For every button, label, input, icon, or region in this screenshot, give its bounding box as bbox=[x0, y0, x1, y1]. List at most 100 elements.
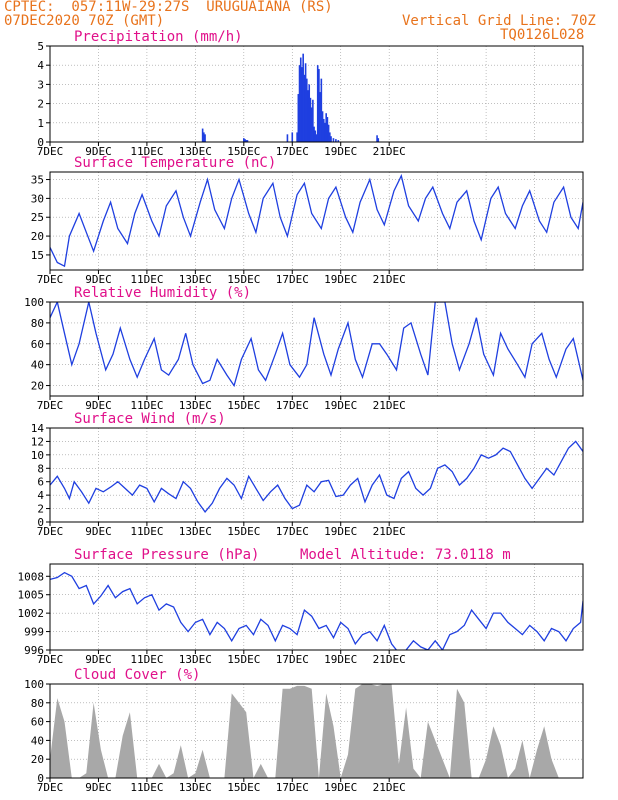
precip-bar bbox=[303, 74, 306, 142]
plot-frame bbox=[49, 301, 584, 397]
x-tick-label: 15DEC bbox=[227, 145, 260, 158]
x-tick-label: 11DEC bbox=[130, 273, 163, 286]
panel-2: 20 40 60 80 100 7DEC 9DEC 11DEC 13DEC 15DEC 17DEC 1… bbox=[24, 285, 584, 412]
x-tick-label: 21DEC bbox=[373, 653, 406, 666]
panel-0: 0 1 2 3 4 5 7DEC 9DEC 11DEC 13DEC 15DEC 17DEC 19DEC 2… bbox=[37, 29, 584, 158]
header-code: TQ0126L028 bbox=[500, 27, 585, 43]
x-tick-label: 19DEC bbox=[324, 273, 357, 286]
precip-bar bbox=[307, 90, 309, 142]
y-tick-label: 0 bbox=[37, 136, 44, 149]
y-tick-label: 40 bbox=[31, 359, 44, 372]
header-datetime: 07DEC2020 70Z (GMT) bbox=[4, 13, 165, 29]
x-tick-label: 13DEC bbox=[179, 781, 212, 794]
y-tick-label: 2 bbox=[37, 503, 44, 516]
panel-5: 0 20 40 60 80 100 7DEC 9DEC 11DEC 13DEC 15DEC 17DEC… bbox=[24, 667, 584, 794]
y-tick-label: 8 bbox=[37, 462, 44, 475]
y-tick-label: 20 bbox=[31, 380, 44, 393]
y-tick-label: 5 bbox=[37, 40, 44, 53]
precip-bar bbox=[296, 132, 298, 142]
x-tick-label: 21DEC bbox=[373, 781, 406, 794]
panel-title: Cloud Cover (%) bbox=[74, 667, 200, 683]
x-tick-label: 19DEC bbox=[324, 653, 357, 666]
plot-frame bbox=[49, 171, 584, 271]
y-tick-label: 80 bbox=[31, 697, 44, 710]
x-tick-label: 17DEC bbox=[276, 273, 309, 286]
x-tick-label: 19DEC bbox=[324, 525, 357, 538]
precip-bar bbox=[318, 69, 320, 142]
y-tick-label: 4 bbox=[37, 59, 44, 72]
precip-bar bbox=[246, 140, 249, 142]
precip-bar bbox=[312, 99, 314, 142]
x-tick-label: 9DEC bbox=[85, 399, 112, 412]
y-tick-label: 12 bbox=[31, 435, 44, 448]
precip-bar bbox=[322, 118, 325, 142]
y-tick-label: 1 bbox=[37, 117, 44, 130]
x-tick-label: 17DEC bbox=[276, 399, 309, 412]
x-tick-label: 13DEC bbox=[179, 145, 212, 158]
y-tick-label: 1005 bbox=[18, 589, 45, 602]
plot-area bbox=[50, 571, 583, 650]
precip-bar bbox=[319, 92, 321, 142]
y-tick-label: 999 bbox=[24, 626, 44, 639]
x-tick-label: 7DEC bbox=[37, 145, 64, 158]
x-tick-label: 9DEC bbox=[85, 525, 112, 538]
x-tick-label: 17DEC bbox=[276, 781, 309, 794]
precip-bar bbox=[321, 111, 324, 142]
y-tick-label: 30 bbox=[31, 192, 44, 205]
precip-bar bbox=[329, 132, 331, 142]
precip-bar bbox=[297, 94, 300, 142]
x-tick-label: 17DEC bbox=[276, 145, 309, 158]
precip-bar bbox=[304, 63, 307, 142]
y-tick-label: 4 bbox=[37, 489, 44, 502]
plot-area bbox=[50, 440, 583, 513]
x-tick-label: 15DEC bbox=[227, 781, 260, 794]
x-tick-label: 11DEC bbox=[130, 781, 163, 794]
header-grid-note: Vertical Grid Line: 70Z bbox=[402, 13, 596, 29]
plot-frame bbox=[49, 427, 584, 523]
precip-bar bbox=[301, 67, 303, 142]
x-tick-label: 13DEC bbox=[179, 273, 212, 286]
plot-area bbox=[201, 53, 380, 142]
precip-bar bbox=[324, 122, 326, 142]
series-line bbox=[50, 440, 583, 513]
x-tick-label: 21DEC bbox=[373, 145, 406, 158]
panel-4: 996 999 1002 1005 1008 7DEC 9DEC 11DEC 13DEC 15DE… bbox=[18, 547, 584, 666]
y-tick-label: 25 bbox=[31, 211, 44, 224]
header-station: CPTEC: 057:11W-29:27S URUGUAIANA (RS) bbox=[4, 0, 333, 15]
precip-bar bbox=[299, 57, 302, 142]
plot-area bbox=[50, 302, 583, 388]
x-tick-label: 17DEC bbox=[276, 653, 309, 666]
precip-bar bbox=[244, 139, 246, 142]
x-tick-label: 15DEC bbox=[227, 653, 260, 666]
y-tick-label: 3 bbox=[37, 78, 44, 91]
x-tick-label: 7DEC bbox=[37, 399, 64, 412]
x-tick-label: 15DEC bbox=[227, 273, 260, 286]
panel-annotation: Model Altitude: 73.0118 m bbox=[300, 547, 511, 563]
precip-bar bbox=[315, 134, 318, 142]
plot-frame bbox=[49, 683, 584, 779]
precip-bar bbox=[309, 97, 312, 142]
x-tick-label: 17DEC bbox=[276, 525, 309, 538]
x-tick-label: 11DEC bbox=[130, 525, 163, 538]
x-tick-label: 9DEC bbox=[85, 145, 112, 158]
y-tick-label: 10 bbox=[31, 449, 44, 462]
y-tick-label: 2 bbox=[37, 98, 44, 111]
precip-bar bbox=[377, 138, 380, 142]
y-tick-label: 0 bbox=[37, 516, 44, 529]
precip-bar bbox=[243, 138, 245, 142]
panel-title: Surface Wind (m/s) bbox=[74, 411, 226, 427]
precip-bar bbox=[286, 134, 289, 142]
precip-bar bbox=[337, 140, 340, 142]
precip-bar bbox=[332, 138, 335, 142]
precip-bar bbox=[306, 78, 308, 142]
plot-area bbox=[50, 684, 583, 778]
x-tick-label: 9DEC bbox=[85, 273, 112, 286]
precip-bar bbox=[245, 140, 248, 142]
precip-bar bbox=[320, 78, 323, 142]
plot-frame bbox=[49, 45, 584, 143]
y-tick-label: 60 bbox=[31, 716, 44, 729]
precip-bar bbox=[298, 65, 301, 142]
precip-bar bbox=[325, 113, 327, 142]
y-tick-label: 35 bbox=[31, 174, 44, 187]
